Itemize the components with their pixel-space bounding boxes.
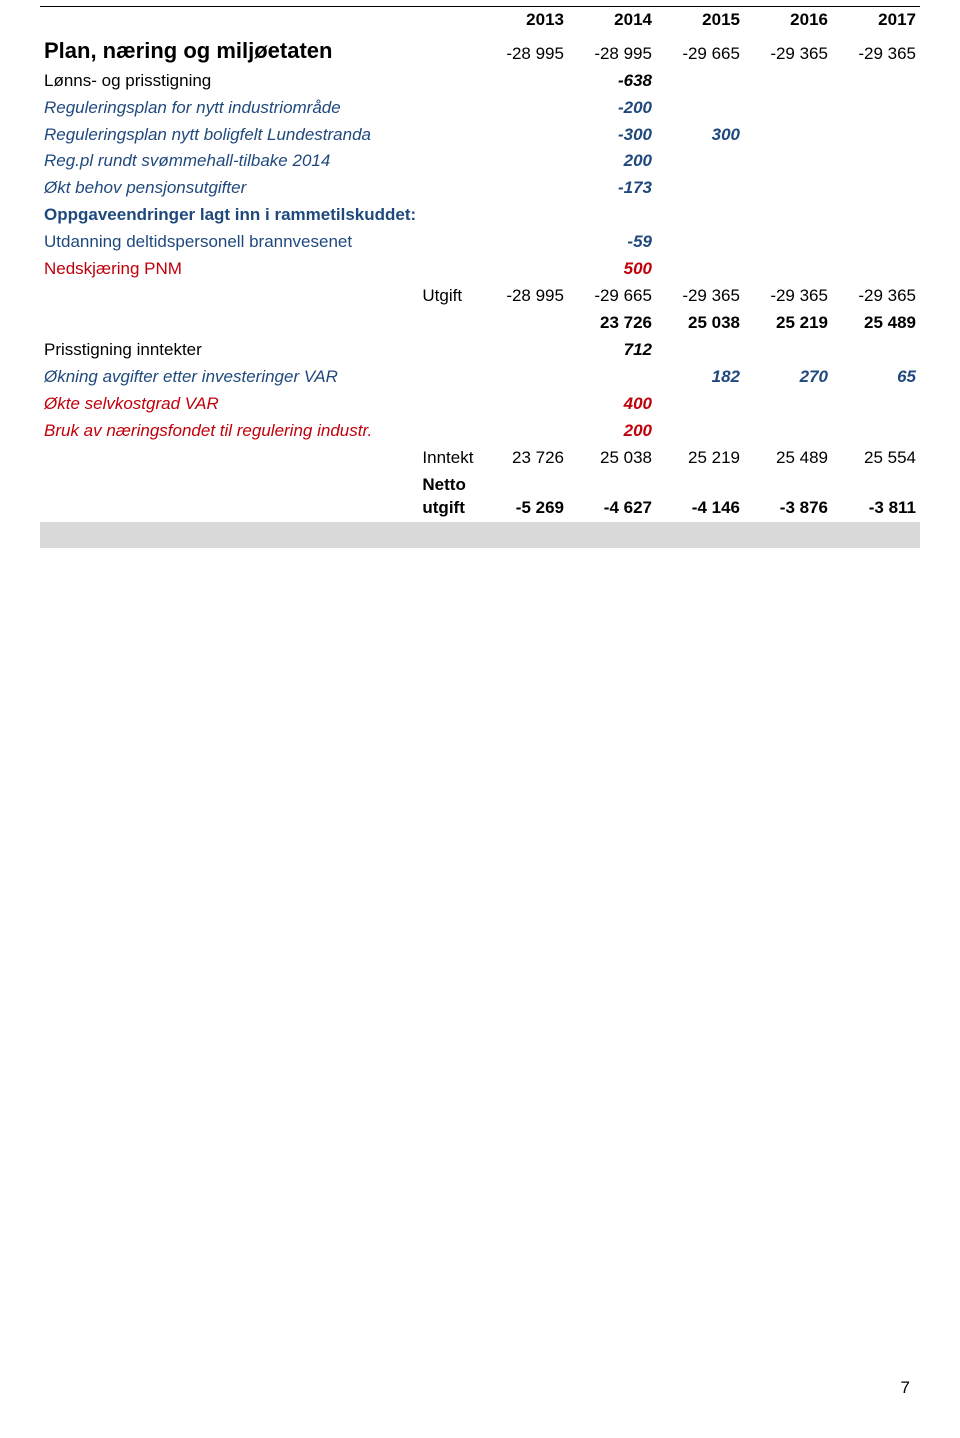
row-inntekt: Inntekt 23 726 25 038 25 219 25 489 25 5… bbox=[40, 445, 920, 472]
section-title: Plan, næring og miljøetaten bbox=[40, 34, 480, 68]
row-netto: Netto utgift -5 269 -4 627 -4 146 -3 876… bbox=[40, 472, 920, 522]
budget-table: 2013 2014 2015 2016 2017 Plan, næring og… bbox=[40, 6, 920, 548]
row-okning-var: Økning avgifter etter investeringer VAR … bbox=[40, 364, 920, 391]
row-pris-innt: Prisstigning inntekter 712 bbox=[40, 337, 920, 364]
hdr-2014: 2014 bbox=[568, 7, 656, 34]
hdr-2016: 2016 bbox=[744, 7, 832, 34]
row-bruk-fond: Bruk av næringsfondet til regulering ind… bbox=[40, 418, 920, 445]
row-title: Plan, næring og miljøetaten -28 995 -28 … bbox=[40, 34, 920, 68]
row-okt-pensjon: Økt behov pensjonsutgifter -173 bbox=[40, 175, 920, 202]
hdr-2015: 2015 bbox=[656, 7, 744, 34]
footer-row bbox=[40, 522, 920, 548]
hdr-2013: 2013 bbox=[480, 7, 568, 34]
row-regpl-svom: Reg.pl rundt svømmehall-tilbake 2014 200 bbox=[40, 148, 920, 175]
page-number: 7 bbox=[901, 1378, 910, 1398]
header-row: 2013 2014 2015 2016 2017 bbox=[40, 7, 920, 34]
row-utdanning: Utdanning deltidspersonell brannvesenet … bbox=[40, 229, 920, 256]
hdr-2017: 2017 bbox=[832, 7, 920, 34]
row-oppgave: Oppgaveendringer lagt inn i rammetilskud… bbox=[40, 202, 920, 229]
row-lonns: Lønns- og prisstigning -638 bbox=[40, 68, 920, 95]
row-inntekt-hdr: 23 726 25 038 25 219 25 489 bbox=[40, 310, 920, 337]
row-okte-selv: Økte selvkostgrad VAR 400 bbox=[40, 391, 920, 418]
row-nedskj: Nedskjæring PNM 500 bbox=[40, 256, 920, 283]
row-regplan-bolig: Reguleringsplan nytt boligfelt Lundestra… bbox=[40, 122, 920, 149]
row-regplan-ind: Reguleringsplan for nytt industriområde … bbox=[40, 95, 920, 122]
row-utgift: Utgift -28 995 -29 665 -29 365 -29 365 -… bbox=[40, 283, 920, 310]
